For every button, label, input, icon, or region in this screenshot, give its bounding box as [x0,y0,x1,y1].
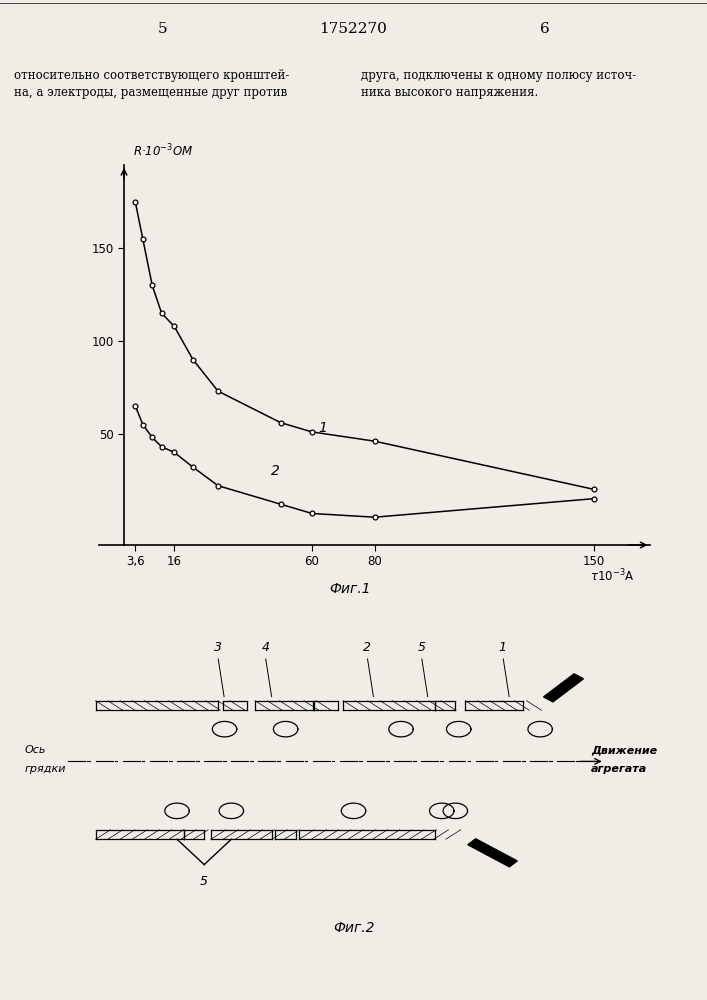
Polygon shape [468,839,518,867]
Text: 6: 6 [539,22,549,36]
Text: агрегата: агрегата [591,764,648,774]
Text: R·10$^{-3}$ОМ: R·10$^{-3}$ОМ [134,143,194,159]
Text: Фиг.2: Фиг.2 [333,920,374,934]
Text: Движение: Движение [591,745,658,755]
Text: относительно соответствующего кронштей-
на, а электроды, размещенные друг против: относительно соответствующего кронштей- … [14,69,289,99]
Text: Фиг.1: Фиг.1 [329,582,370,596]
Text: $\tau$10$^{-3}$A: $\tau$10$^{-3}$A [590,567,635,584]
Text: 5: 5 [200,875,208,888]
Text: 1: 1 [499,641,507,654]
Text: друга, подключены к одному полюсу источ-
ника высокого напряжения.: друга, подключены к одному полюсу источ-… [361,69,636,99]
Text: грядки: грядки [24,764,66,774]
Text: 2: 2 [271,464,280,478]
Text: 1: 1 [318,421,327,435]
Text: 5: 5 [417,641,426,654]
Text: 1752270: 1752270 [320,22,387,36]
Text: 4: 4 [262,641,269,654]
Text: Ось: Ось [24,745,46,755]
Text: 2: 2 [363,641,371,654]
Text: 3: 3 [214,641,222,654]
Polygon shape [544,674,583,702]
Text: 5: 5 [158,22,168,36]
